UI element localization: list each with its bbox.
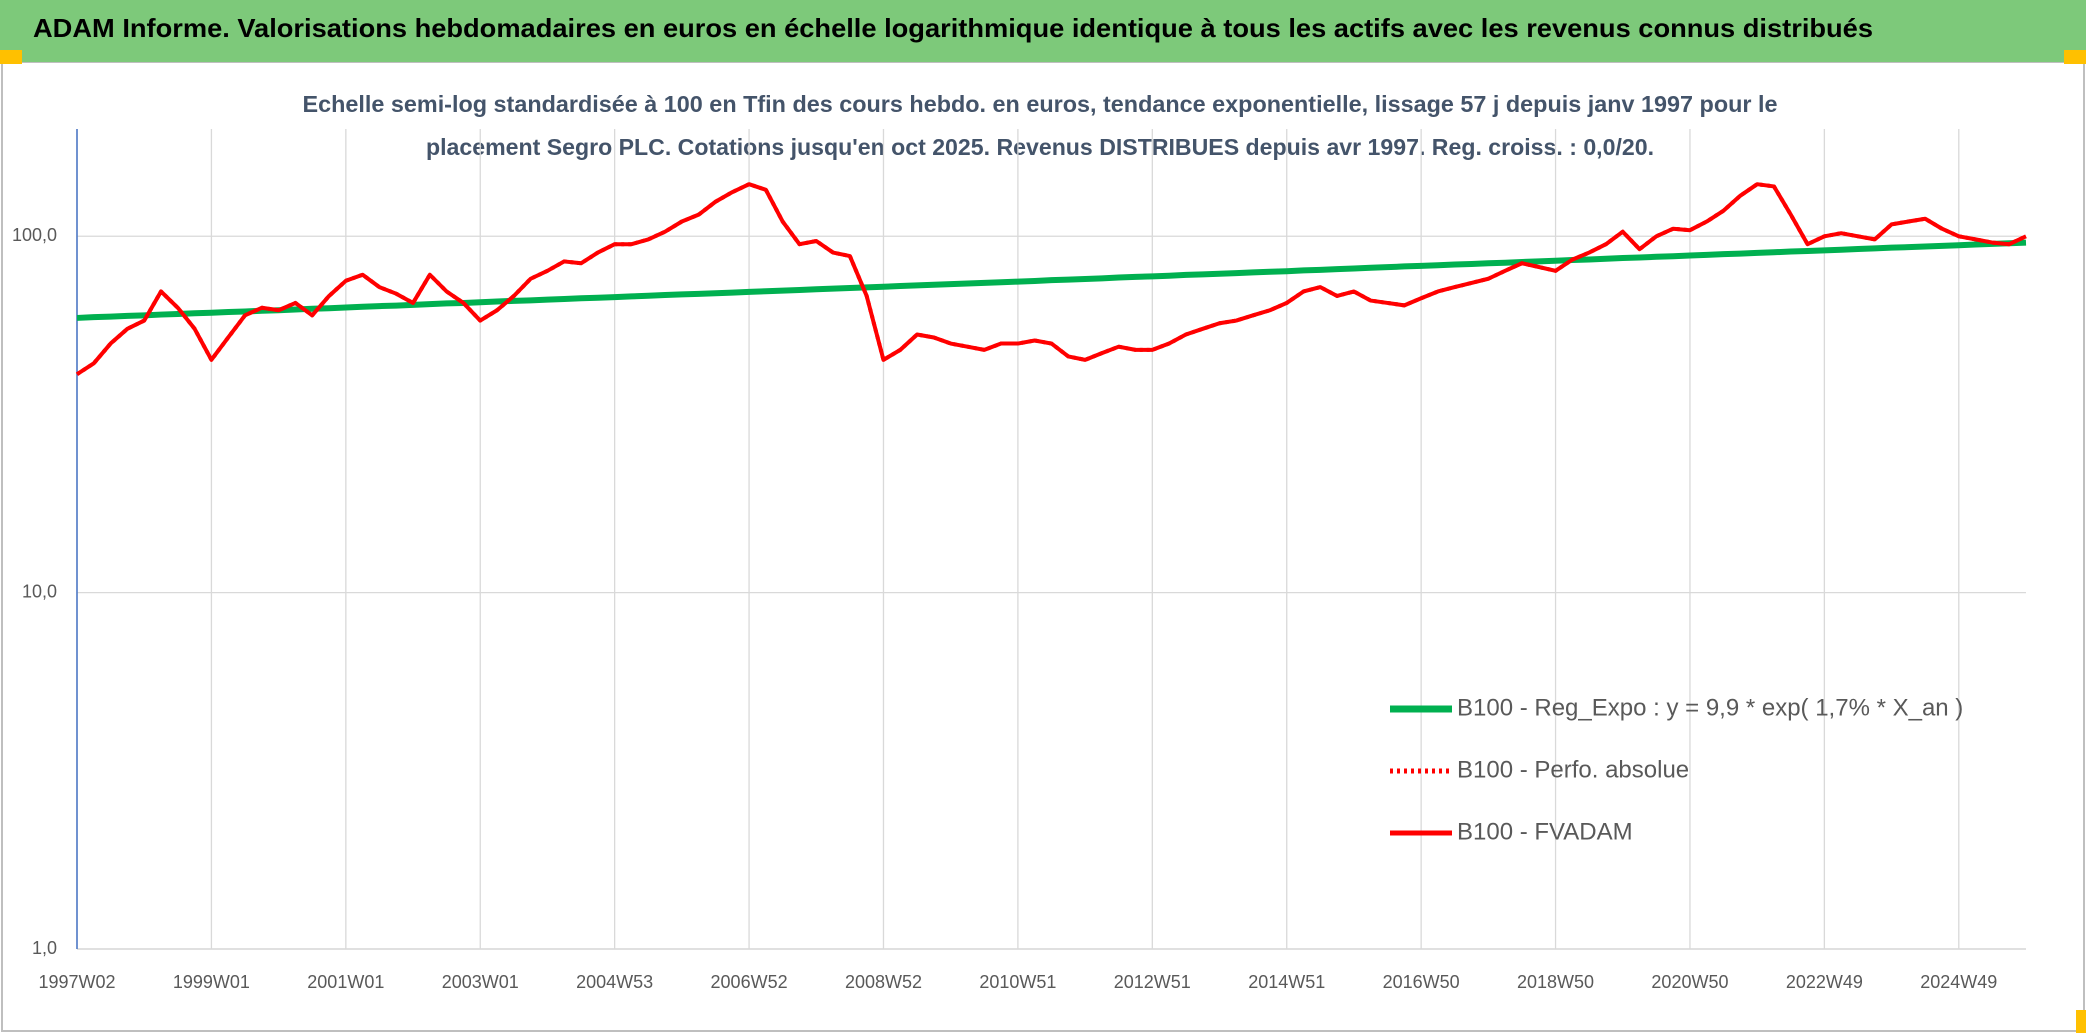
x-tick-label: 2018W50 bbox=[1517, 972, 1594, 992]
legend-label: B100 - Perfo. absolue bbox=[1457, 756, 1689, 783]
x-tick-label: 2004W53 bbox=[576, 972, 653, 992]
y-tick-label: 1,0 bbox=[32, 938, 57, 958]
legend-label: B100 - FVADAM bbox=[1457, 818, 1633, 845]
chart-subtitle: Echelle semi-log standardisée à 100 en T… bbox=[303, 91, 1778, 117]
x-tick-label: 2001W01 bbox=[307, 972, 384, 992]
x-tick-label: 2014W51 bbox=[1248, 972, 1325, 992]
x-tick-label: 2010W51 bbox=[979, 972, 1056, 992]
y-tick-label: 10,0 bbox=[22, 581, 57, 601]
title-banner bbox=[0, 0, 2086, 62]
data-line bbox=[75, 182, 2027, 376]
chart-subtitle: placement Segro PLC. Cotations jusqu'en … bbox=[426, 134, 1654, 160]
x-tick-label: 2024W49 bbox=[1920, 972, 1997, 992]
data-line bbox=[76, 239, 2027, 321]
x-tick-label: 2022W49 bbox=[1786, 972, 1863, 992]
x-tick-label: 2012W51 bbox=[1114, 972, 1191, 992]
x-tick-label: 2008W52 bbox=[845, 972, 922, 992]
corner-mark bbox=[0, 50, 22, 64]
x-tick-label: 2006W52 bbox=[711, 972, 788, 992]
x-tick-label: 1997W02 bbox=[38, 972, 115, 992]
x-tick-label: 2003W01 bbox=[442, 972, 519, 992]
x-tick-label: 1999W01 bbox=[173, 972, 250, 992]
legend-label: B100 - Reg_Expo : y = 9,9 * exp( 1,7% * … bbox=[1457, 694, 1963, 721]
y-tick-label: 100,0 bbox=[12, 225, 57, 245]
corner-mark bbox=[2064, 50, 2086, 64]
x-tick-label: 2020W50 bbox=[1651, 972, 1728, 992]
chart-title: ADAM Informe. Valorisations hebdomadaire… bbox=[33, 13, 1873, 43]
x-tick-label: 2016W50 bbox=[1383, 972, 1460, 992]
corner-mark bbox=[2076, 1010, 2086, 1033]
